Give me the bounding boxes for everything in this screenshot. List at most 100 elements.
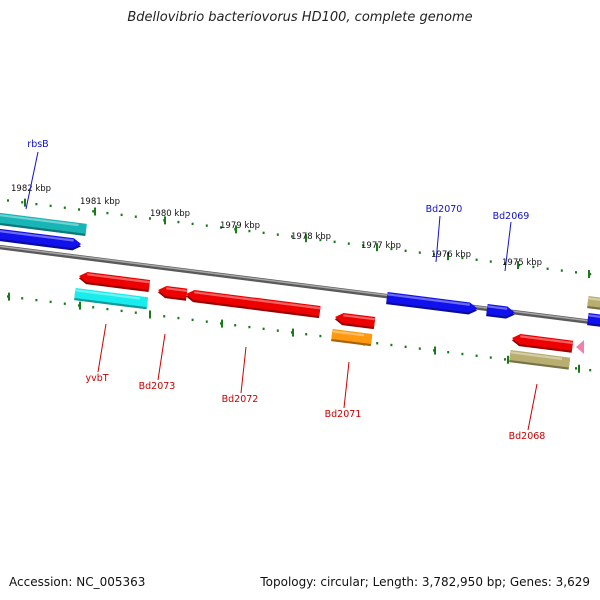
gene-highlight [75, 289, 140, 300]
ruler-minor-tick [234, 324, 237, 327]
ruler-minor-tick [319, 238, 322, 242]
genome-summary-label: Topology: circular; Length: 3,782,950 bp… [260, 575, 590, 589]
ruler-minor-tick [63, 302, 66, 305]
ruler-minor-tick [333, 240, 336, 244]
forward-gene-leader [504, 221, 512, 272]
ruler-major-tick [517, 261, 519, 270]
ruler-minor-tick [532, 265, 535, 269]
ruler-minor-tick [92, 306, 95, 309]
map-title: Bdellovibrio bacteriovorus HD100, comple… [127, 10, 473, 25]
ruler-minor-tick [347, 242, 350, 245]
ruler-minor-tick [163, 315, 166, 318]
ruler-minor-tick [106, 211, 109, 215]
ruler-major-tick [434, 346, 436, 355]
gene-highlight [520, 335, 573, 345]
ruler-minor-tick [49, 300, 52, 304]
gene-highlight [0, 212, 79, 227]
ruler-major-tick [79, 301, 81, 310]
gene-cyan [74, 288, 149, 310]
ruler-minor-tick [21, 297, 24, 300]
ruler-minor-tick [35, 202, 38, 206]
ruler-minor-tick [49, 204, 52, 208]
ruler-minor-tick [248, 325, 251, 329]
ruler-major-tick [588, 270, 590, 279]
gene-highlight [166, 287, 188, 293]
ruler-minor-tick [589, 272, 592, 276]
ruler-major-tick [94, 207, 96, 216]
ruler-minor-tick [418, 251, 421, 254]
gene-highlight [510, 351, 563, 360]
accession-label: Accession: NC_005363 [9, 575, 146, 589]
ruler-minor-tick [489, 356, 492, 359]
ruler-minor-tick [475, 258, 478, 261]
gene-yvbT [78, 272, 151, 293]
gene-khaki [509, 350, 571, 370]
forward-gene-leader [25, 151, 39, 210]
ruler-minor-tick [489, 260, 492, 263]
ruler-minor-tick [404, 249, 407, 253]
reverse-gene-leader [343, 361, 350, 409]
ruler-minor-tick [575, 367, 577, 370]
gene-Bd2068 [511, 334, 574, 353]
ruler-minor-tick [78, 208, 80, 211]
gene-highlight [343, 314, 376, 321]
reverse-gene-leader [157, 333, 166, 381]
gene-highlight [387, 293, 470, 306]
ruler-major-tick [447, 252, 449, 261]
gene-highlight [194, 291, 321, 310]
gene-highlight [487, 305, 508, 310]
ruler-minor-tick [134, 311, 137, 314]
ruler-major-tick [24, 198, 26, 207]
ruler-minor-tick [418, 347, 421, 350]
reverse-gene-label: Bd2073 [139, 381, 176, 392]
forward-gene-label: Bd2069 [493, 211, 530, 222]
ruler-label: 1977 kbp [361, 241, 401, 251]
gene-Bd2069 [486, 304, 515, 319]
gene-highlight [588, 314, 600, 319]
gene-rbsB [0, 211, 87, 236]
ruler-minor-tick [276, 233, 279, 236]
ruler-minor-tick [63, 206, 66, 209]
forward-major-ticks [24, 198, 590, 279]
ruler-minor-tick [319, 334, 322, 338]
ruler-major-tick [164, 216, 166, 225]
reverse-gene-label: Bd2071 [325, 409, 362, 420]
ruler-minor-tick [220, 226, 222, 229]
ruler-major-tick [8, 292, 10, 301]
ruler-minor-tick [205, 224, 208, 227]
gene-Bd2073 [157, 286, 188, 301]
gene-highlight [0, 228, 74, 242]
ruler-minor-tick [134, 215, 137, 218]
ruler-major-tick [376, 243, 378, 252]
ruler-minor-tick [504, 358, 506, 361]
ruler-minor-tick [191, 222, 194, 226]
ruler-major-tick [235, 225, 237, 234]
ruler-label: 1976 kbp [431, 250, 471, 260]
forward-gene-label: Bd2070 [426, 204, 463, 215]
ruler-minor-tick [92, 210, 95, 213]
reverse-gene-leader [97, 323, 107, 373]
ruler-minor-tick [291, 235, 293, 238]
ruler-minor-tick [546, 267, 549, 270]
ruler-label: 1975 kbp [502, 258, 542, 268]
ruler-minor-tick [7, 199, 9, 202]
ruler-minor-tick [177, 220, 180, 224]
ruler-minor-tick [589, 368, 592, 372]
ruler-minor-tick [205, 320, 208, 323]
gene-Bd2072 [185, 290, 321, 319]
ruler-minor-tick [248, 229, 251, 233]
reverse-gene-label: yvbT [85, 373, 108, 384]
ruler-minor-tick [276, 329, 279, 332]
ruler-minor-tick [575, 271, 577, 274]
ruler-minor-tick [447, 350, 450, 354]
ruler-minor-tick [120, 213, 123, 217]
gene-orange [331, 329, 373, 347]
gene-forward-blue [0, 227, 82, 251]
reverse-gene-leader [240, 346, 247, 394]
ruler-major-tick [149, 310, 151, 319]
gene-highlight [332, 330, 365, 337]
gene-forward-edge-blue [587, 313, 600, 328]
gene-highlight [588, 297, 600, 302]
ruler-minor-tick [262, 231, 265, 235]
